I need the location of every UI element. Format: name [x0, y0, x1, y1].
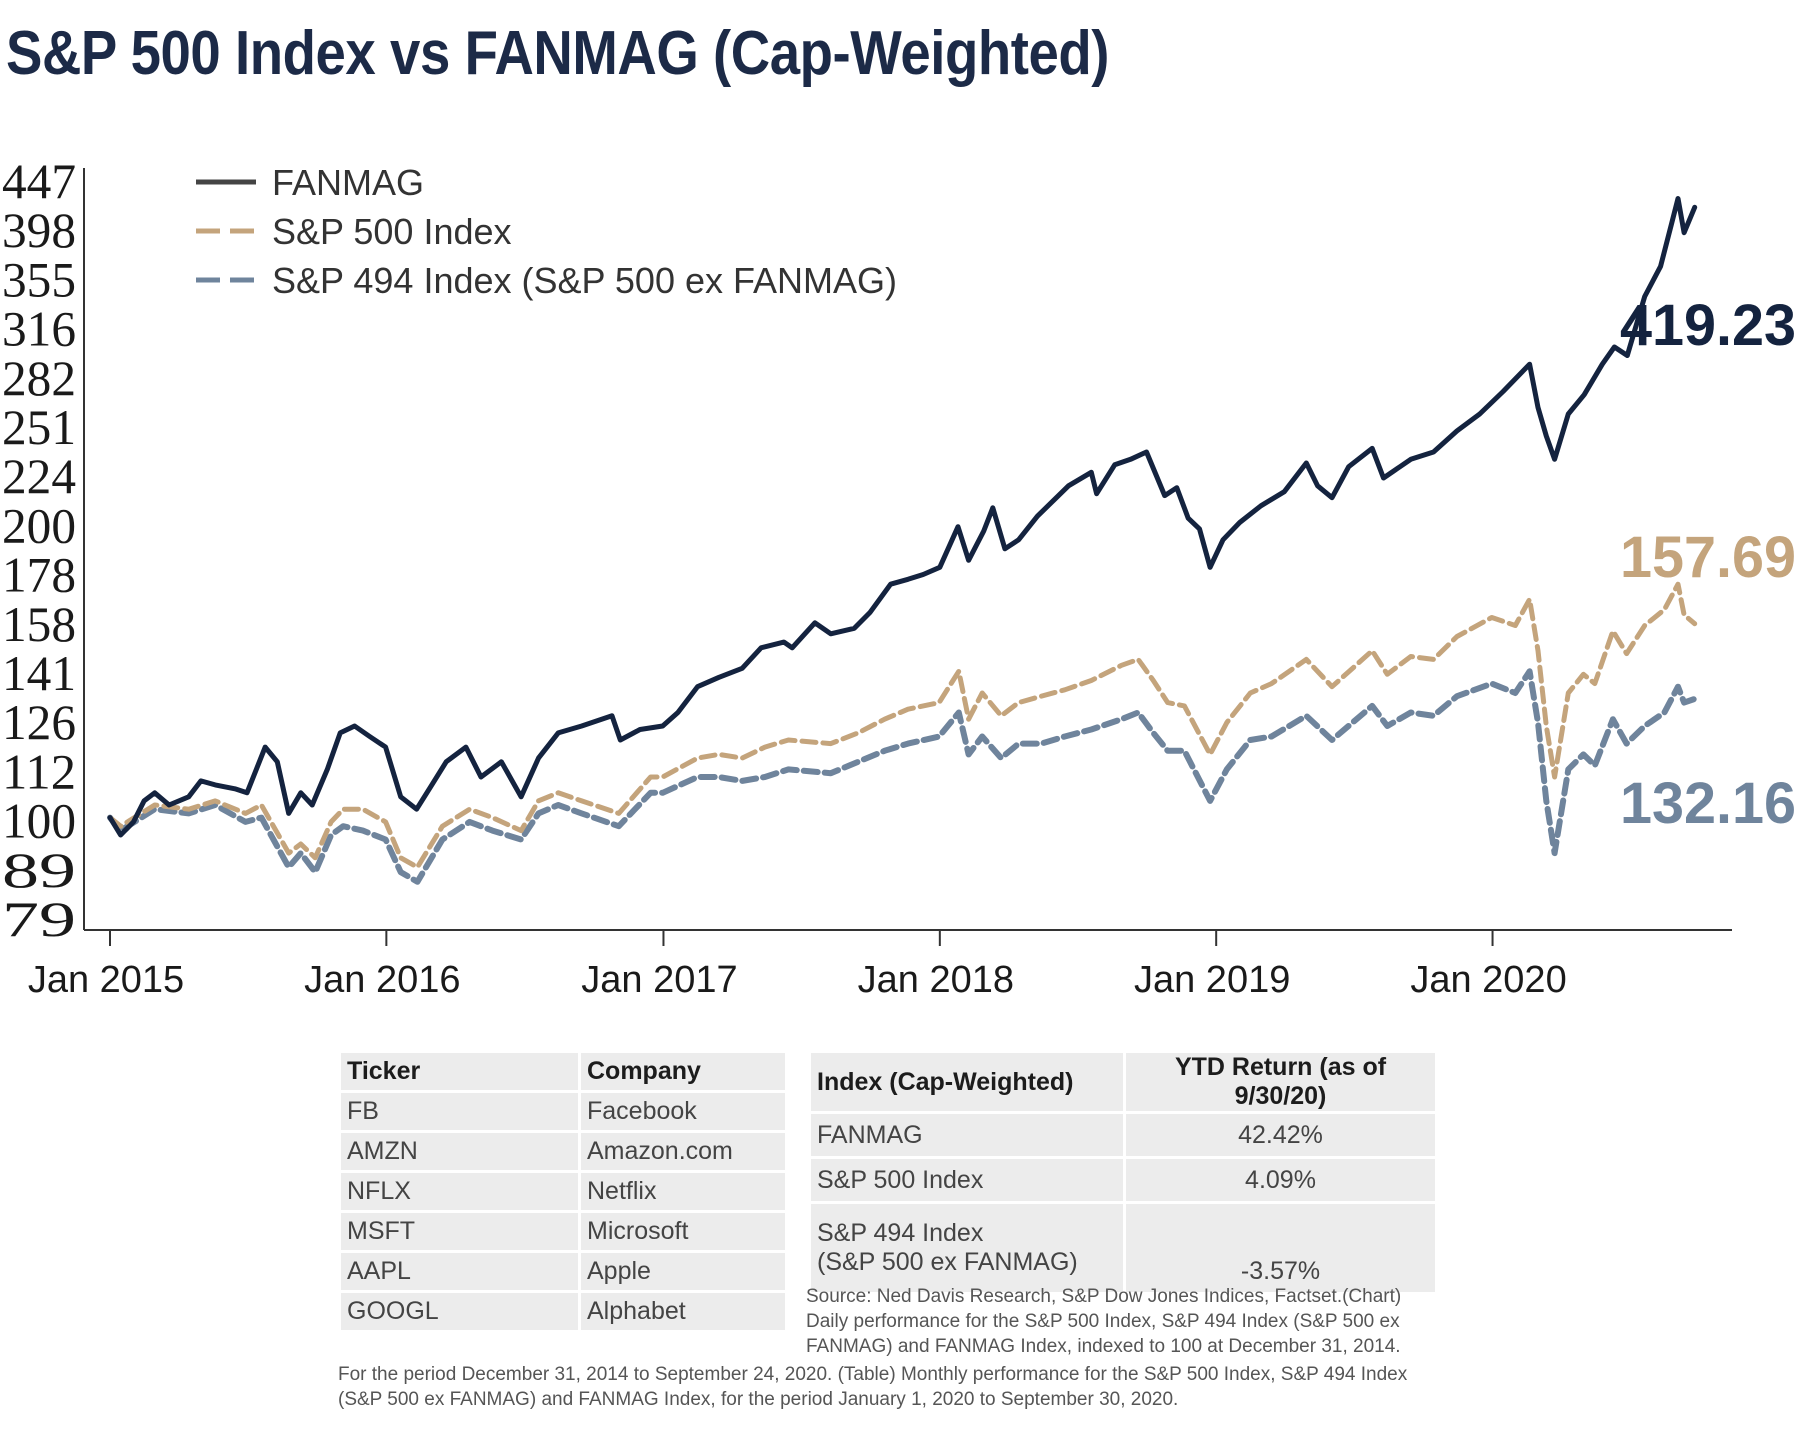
ticker-cell: MSFT	[338, 1210, 581, 1253]
company-cell: Alphabet	[578, 1290, 788, 1333]
sp494-end-label: 132.16	[1620, 771, 1796, 836]
sp500-line	[107, 581, 1698, 870]
ytd-header: YTD Return (as of 9/30/20)	[1123, 1050, 1438, 1114]
y-tick-label: 126	[2, 694, 76, 750]
x-tick-label: Jan 2017	[581, 959, 737, 1001]
y-tick-label: 141	[2, 645, 76, 701]
table-row: FANMAG 42.42%	[808, 1111, 1438, 1159]
table-row: MSFT Microsoft	[338, 1210, 788, 1253]
y-tick-label: 224	[2, 448, 76, 504]
source-note: Source: Ned Davis Research, S&P Dow Jone…	[806, 1286, 1402, 1357]
company-cell: Facebook	[578, 1090, 788, 1133]
x-tick-label: Jan 2016	[304, 959, 460, 1001]
table-row: FB Facebook	[338, 1090, 788, 1133]
ticker-table: Ticker Company FB Facebook AMZN Amazon.com…	[338, 1050, 788, 1333]
index-cell: S&P 494 Index (S&P 500 ex FANMAG)	[808, 1201, 1126, 1295]
ticker-cell: AMZN	[338, 1130, 581, 1173]
legend-fanmag-label: FANMAG	[272, 162, 424, 203]
company-header: Company	[578, 1050, 788, 1093]
y-tick-label: 158	[2, 596, 76, 652]
y-tick-label: 251	[2, 399, 76, 455]
y-tick-label: 178	[2, 547, 76, 603]
ticker-cell: AAPL	[338, 1250, 581, 1293]
table-row: GOOGL Alphabet	[338, 1290, 788, 1333]
ticker-cell: NFLX	[338, 1170, 581, 1213]
index-line-1: S&P 494 Index	[817, 1219, 984, 1247]
ytd-return-table: Index (Cap-Weighted) YTD Return (as of 9…	[808, 1050, 1438, 1295]
ticker-cell: GOOGL	[338, 1290, 581, 1333]
index-header: Index (Cap-Weighted)	[808, 1050, 1126, 1114]
company-cell: Apple	[578, 1250, 788, 1293]
legend-sp494-label: S&P 494 Index (S&P 500 ex FANMAG)	[272, 260, 897, 301]
ytd-cell: -3.57%	[1123, 1201, 1438, 1295]
index-line-2: (S&P 500 ex FANMAG)	[817, 1248, 1078, 1276]
table-row: AAPL Apple	[338, 1250, 788, 1293]
company-cell: Amazon.com	[578, 1130, 788, 1173]
index-cell: FANMAG	[808, 1111, 1126, 1159]
ticker-header: Ticker	[338, 1050, 581, 1093]
company-cell: Microsoft	[578, 1210, 788, 1253]
table-header-row: Index (Cap-Weighted) YTD Return (as of 9…	[808, 1050, 1438, 1114]
table-row: NFLX Netflix	[338, 1170, 788, 1213]
ytd-cell: 4.09%	[1123, 1156, 1438, 1204]
chart-title: S&P 500 Index vs FANMAG (Cap-Weighted)	[6, 19, 1109, 88]
ytd-cell: 42.42%	[1123, 1111, 1438, 1159]
index-cell: S&P 500 Index	[808, 1156, 1126, 1204]
table-row: S&P 500 Index 4.09%	[808, 1156, 1438, 1204]
ticker-cell: FB	[338, 1090, 581, 1133]
company-cell: Netflix	[578, 1170, 788, 1213]
period-note: For the period December 31, 2014 to Sept…	[338, 1364, 1408, 1410]
sp500-end-label: 157.69	[1620, 525, 1796, 590]
line-chart: 4473983553162822512242001781581411261121…	[2, 153, 1796, 1001]
y-tick-label: 89	[2, 842, 76, 898]
y-tick-label: 398	[2, 202, 76, 258]
x-tick-label: Jan 2020	[1410, 959, 1566, 1001]
y-tick-label: 447	[2, 153, 76, 209]
y-tick-label: 200	[2, 497, 76, 553]
x-tick-label: Jan 2019	[1134, 959, 1290, 1001]
fanmag-line	[107, 196, 1698, 838]
fanmag-end-label: 419.23	[1620, 293, 1796, 358]
y-tick-label: 100	[2, 793, 76, 849]
x-tick-label: Jan 2018	[858, 959, 1014, 1001]
sp494-line	[107, 668, 1698, 885]
y-tick-label: 112	[2, 743, 76, 799]
table-row: S&P 494 Index (S&P 500 ex FANMAG) -3.57%	[808, 1201, 1438, 1295]
legend-sp500-label: S&P 500 Index	[272, 211, 512, 252]
y-tick-label: 316	[2, 301, 76, 357]
table-header-row: Ticker Company	[338, 1050, 788, 1093]
x-tick-label: Jan 2015	[28, 959, 184, 1001]
y-tick-label: 79	[2, 891, 76, 947]
y-tick-label: 282	[2, 350, 76, 406]
y-tick-label: 355	[2, 251, 76, 307]
table-row: AMZN Amazon.com	[338, 1130, 788, 1173]
